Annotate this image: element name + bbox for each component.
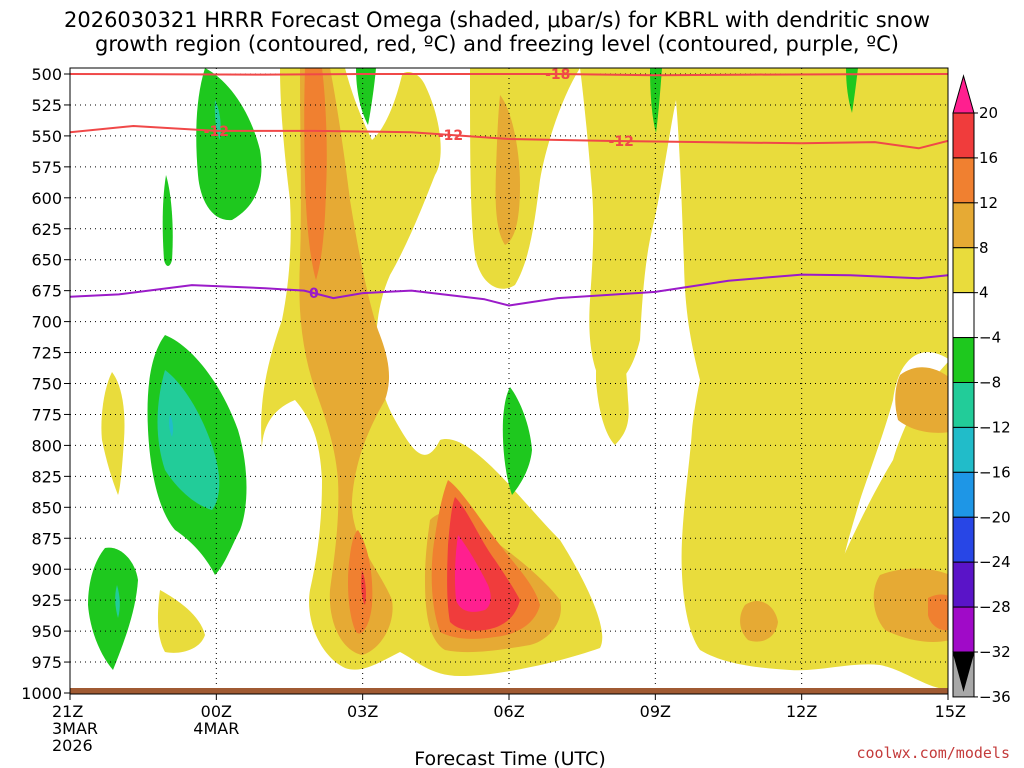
y-tick-label: 950 (31, 622, 62, 641)
x-tick-label: 2026 (52, 736, 93, 755)
y-tick-label: 875 (31, 529, 62, 548)
y-tick-label: 600 (31, 189, 62, 208)
y-tick-label: 850 (31, 498, 62, 517)
colorbar-label: −8 (979, 374, 1001, 392)
colorbar-swatch (953, 562, 974, 607)
x-tick-label: 12Z (786, 702, 817, 721)
ground-strip (70, 688, 948, 694)
colorbar-label: −36 (979, 688, 1011, 706)
colorbar-swatch (953, 517, 974, 562)
colorbar-label: 8 (979, 239, 989, 257)
colorbar-swatch (953, 248, 974, 293)
omega-time-height-chart: 2026030321 HRRR Forecast Omega (shaded, … (0, 0, 1024, 768)
y-tick-label: 725 (31, 344, 62, 363)
y-tick-label: 625 (31, 220, 62, 239)
y-tick-label: 1000 (21, 684, 62, 703)
colorbar-swatch (953, 113, 974, 158)
colorbar-top-arrow (953, 76, 974, 113)
colorbar-label: 4 (979, 284, 989, 302)
y-tick-label: 525 (31, 96, 62, 115)
colorbar-swatch (953, 427, 974, 472)
x-axis-label: Forecast Time (UTC) (414, 748, 605, 768)
y-tick-label: 775 (31, 405, 62, 424)
colorbar-swatch (953, 472, 974, 517)
contour-label: -12 (204, 124, 229, 140)
contour-label: -12 (438, 128, 463, 144)
shade-orange-right-1 (895, 367, 950, 433)
y-tick-label: 900 (31, 560, 62, 579)
contour-label: -12 (609, 134, 634, 150)
y-axis: 500 525 550 575 600 625 650 675 700 725 750 775 800 8… (21, 65, 70, 703)
colorbar-swatch (953, 158, 974, 203)
contour-label: 0 (309, 286, 319, 302)
colorbar-label: 20 (979, 104, 998, 122)
x-tick-label: 03Z (347, 702, 378, 721)
chart-title-line-1: 2026030321 HRRR Forecast Omega (shaded, … (64, 8, 930, 32)
y-tick-label: 675 (31, 282, 62, 301)
colorbar-label: −20 (979, 508, 1011, 526)
x-tick-label: 15Z (935, 702, 966, 721)
y-tick-label: 575 (31, 158, 62, 177)
colorbar-swatch (953, 338, 974, 383)
y-tick-label: 825 (31, 467, 62, 486)
colorbar-label: −4 (979, 329, 1001, 347)
colorbar-swatch (953, 203, 974, 248)
y-tick-label: 975 (31, 653, 62, 672)
y-tick-label: 700 (31, 313, 62, 332)
y-tick-label: 750 (31, 375, 62, 394)
x-tick-label: 06Z (493, 702, 524, 721)
plot-area: -18 -12 -12 -12 0 (70, 66, 950, 694)
y-tick-label: 500 (31, 65, 62, 84)
colorbar-swatch (953, 293, 974, 338)
colorbar-label: −16 (979, 463, 1011, 481)
colorbar-swatch (953, 383, 974, 428)
y-tick-label: 925 (31, 591, 62, 610)
colorbar-label: −32 (979, 643, 1011, 661)
colorbar-label: −12 (979, 418, 1011, 436)
colorbar-label: 16 (979, 149, 998, 167)
colorbar-label: 12 (979, 194, 998, 212)
colorbar-label: −24 (979, 553, 1011, 571)
credit-link[interactable]: coolwx.com/models (856, 744, 1010, 762)
colorbar: 20 16 12 8 4 −4 −8 −12 −16 −20 −24 −28 −32 −36 (953, 76, 1011, 706)
y-tick-label: 800 (31, 436, 62, 455)
x-tick-label: 4MAR (193, 719, 239, 738)
contour-label: -18 (545, 67, 570, 83)
colorbar-label: −28 (979, 598, 1011, 616)
chart-title-line-2: growth region (contoured, red, ºC) and f… (95, 32, 899, 56)
x-tick-label: 09Z (640, 702, 671, 721)
y-tick-label: 650 (31, 251, 62, 270)
colorbar-swatch (953, 607, 974, 652)
y-tick-label: 550 (31, 127, 62, 146)
